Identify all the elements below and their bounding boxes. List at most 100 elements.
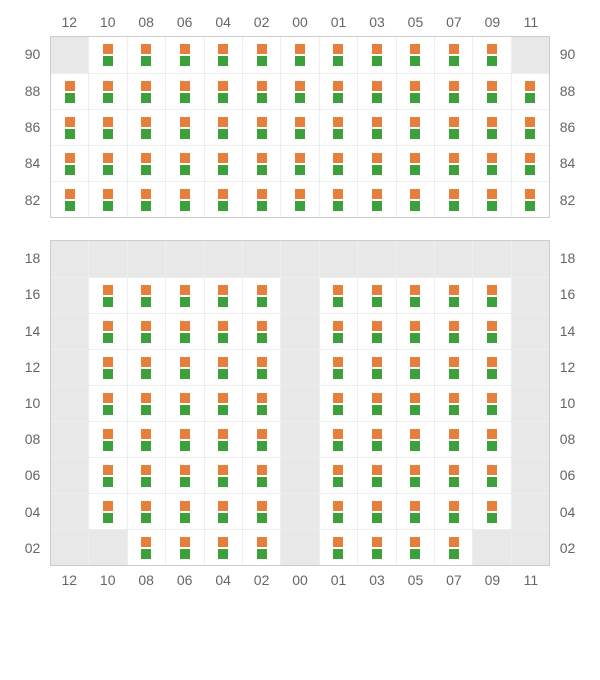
column-label: 08 [127, 566, 165, 594]
port-cell [88, 421, 126, 457]
port-cell [127, 529, 165, 565]
port-b-marker [487, 513, 497, 523]
row-label: 06 [15, 457, 50, 493]
port-cell [88, 385, 126, 421]
port-a-marker [103, 153, 113, 163]
row-label: 08 [550, 421, 585, 457]
port-a-marker [333, 81, 343, 91]
port-b-marker [487, 165, 497, 175]
port-cell [357, 313, 395, 349]
row-label: 14 [550, 312, 585, 348]
port-cell [434, 529, 472, 565]
port-cell [434, 145, 472, 181]
row-label: 04 [15, 494, 50, 530]
port-cell [88, 493, 126, 529]
port-b-marker [141, 129, 151, 139]
port-a-marker [525, 81, 535, 91]
port-cell [511, 109, 549, 145]
port-a-marker [180, 501, 190, 511]
empty-cell [88, 529, 126, 565]
port-cell [434, 349, 472, 385]
port-b-marker [257, 297, 267, 307]
row-label: 90 [550, 36, 585, 72]
port-a-marker [180, 393, 190, 403]
port-b-marker [372, 201, 382, 211]
port-b-marker [141, 369, 151, 379]
empty-cell [319, 241, 357, 277]
port-a-marker [525, 189, 535, 199]
column-label: 10 [88, 8, 126, 36]
column-label: 04 [204, 566, 242, 594]
port-b-marker [257, 56, 267, 66]
port-b-marker [449, 513, 459, 523]
row-label: 16 [550, 276, 585, 312]
row-label: 12 [15, 349, 50, 385]
port-a-marker [487, 357, 497, 367]
port-cell [357, 73, 395, 109]
port-cell [127, 385, 165, 421]
port-a-marker [372, 153, 382, 163]
empty-cell [511, 313, 549, 349]
port-b-marker [333, 165, 343, 175]
column-label: 03 [358, 8, 396, 36]
port-cell [127, 145, 165, 181]
row-label: 82 [550, 182, 585, 218]
port-b-marker [218, 477, 228, 487]
port-cell [88, 181, 126, 217]
port-a-marker [372, 393, 382, 403]
column-label: 06 [165, 566, 203, 594]
port-cell [127, 313, 165, 349]
port-b-marker [410, 477, 420, 487]
port-cell [319, 109, 357, 145]
port-cell [357, 385, 395, 421]
port-a-marker [333, 285, 343, 295]
port-cell [165, 313, 203, 349]
port-cell [127, 421, 165, 457]
port-cell [434, 313, 472, 349]
grid-row [51, 385, 549, 421]
port-cell [165, 181, 203, 217]
port-a-marker [410, 153, 420, 163]
port-a-marker [333, 189, 343, 199]
port-b-marker [333, 56, 343, 66]
bottom-row-labels-left: 181614121008060402 [15, 240, 50, 566]
port-a-marker [141, 81, 151, 91]
port-cell [357, 277, 395, 313]
port-cell [472, 277, 510, 313]
port-a-marker [141, 44, 151, 54]
port-b-marker [449, 549, 459, 559]
port-a-marker [218, 189, 228, 199]
port-a-marker [372, 321, 382, 331]
empty-cell [51, 313, 88, 349]
port-a-marker [65, 153, 75, 163]
port-cell [434, 37, 472, 73]
port-cell [472, 145, 510, 181]
port-b-marker [141, 441, 151, 451]
port-cell [204, 493, 242, 529]
port-b-marker [180, 441, 190, 451]
port-b-marker [410, 549, 420, 559]
port-b-marker [65, 93, 75, 103]
port-cell [434, 277, 472, 313]
empty-cell [88, 241, 126, 277]
column-label: 11 [512, 8, 550, 36]
port-b-marker [372, 165, 382, 175]
port-a-marker [372, 117, 382, 127]
port-cell [51, 109, 88, 145]
grid-row [51, 313, 549, 349]
port-a-marker [141, 501, 151, 511]
port-a-marker [372, 429, 382, 439]
port-cell [472, 421, 510, 457]
port-cell [88, 457, 126, 493]
column-label: 11 [512, 566, 550, 594]
port-cell [434, 181, 472, 217]
empty-cell [51, 385, 88, 421]
port-cell [165, 457, 203, 493]
port-b-marker [218, 333, 228, 343]
port-cell [472, 493, 510, 529]
port-a-marker [410, 44, 420, 54]
port-cell [396, 37, 434, 73]
port-a-marker [333, 465, 343, 475]
port-a-marker [180, 357, 190, 367]
top-grid [50, 36, 550, 218]
